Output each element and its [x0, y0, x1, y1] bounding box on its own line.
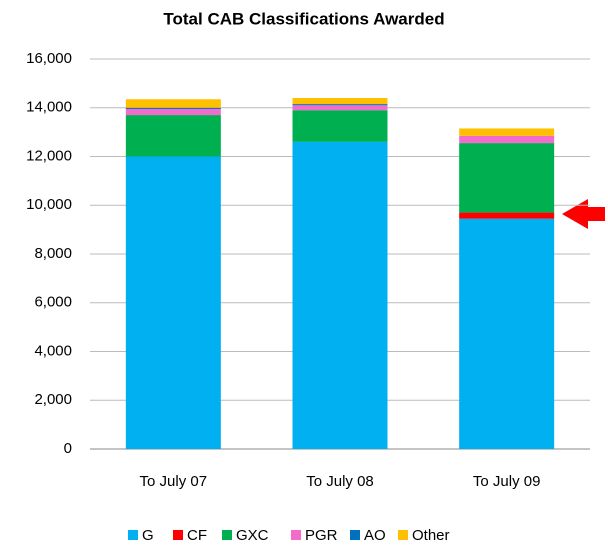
y-tick-label: 10,000 — [26, 196, 72, 213]
x-tick-label: To July 08 — [306, 473, 374, 490]
legend-label: PGR — [305, 527, 338, 544]
arrow — [562, 199, 605, 229]
bar-segment — [292, 98, 388, 105]
y-tick-label: 8,000 — [34, 245, 72, 262]
bar-segment — [125, 108, 221, 116]
y-tick-label: 4,000 — [34, 342, 72, 359]
legend-swatch — [173, 530, 183, 540]
legend-label: G — [142, 527, 154, 544]
y-tick-label: 6,000 — [34, 294, 72, 311]
bar-segment — [459, 143, 555, 213]
legend-label: GXC — [236, 527, 269, 544]
legend-swatch — [222, 530, 232, 540]
legend-swatch — [128, 530, 138, 540]
x-tick-label: To July 09 — [473, 473, 541, 490]
x-tick-label: To July 07 — [140, 473, 208, 490]
bar-segment — [459, 218, 555, 449]
bar-segment — [125, 115, 221, 157]
chart-title: Total CAB Classifications Awarded — [163, 9, 444, 28]
bar-segment — [125, 99, 221, 108]
y-tick-label: 16,000 — [26, 50, 72, 67]
legend-swatch — [350, 530, 360, 540]
bar-segment — [292, 105, 388, 111]
bar-segment — [459, 128, 555, 136]
bar-segment — [292, 104, 388, 106]
y-tick-label: 12,000 — [26, 147, 72, 164]
y-tick-label: 14,000 — [26, 99, 72, 116]
legend-label: CF — [187, 527, 207, 544]
legend-label: AO — [364, 527, 386, 544]
legend-label: Other — [412, 527, 450, 544]
bar-segment — [125, 107, 221, 109]
y-tick-label: 0 — [64, 440, 72, 457]
legend-swatch — [398, 530, 408, 540]
bar-segment — [125, 156, 221, 449]
bar-segment — [459, 135, 555, 144]
bar-segment — [459, 212, 555, 219]
legend-swatch — [291, 530, 301, 540]
bar-segment — [292, 141, 388, 449]
y-tick-label: 2,000 — [34, 391, 72, 408]
bar-segment — [292, 110, 388, 142]
